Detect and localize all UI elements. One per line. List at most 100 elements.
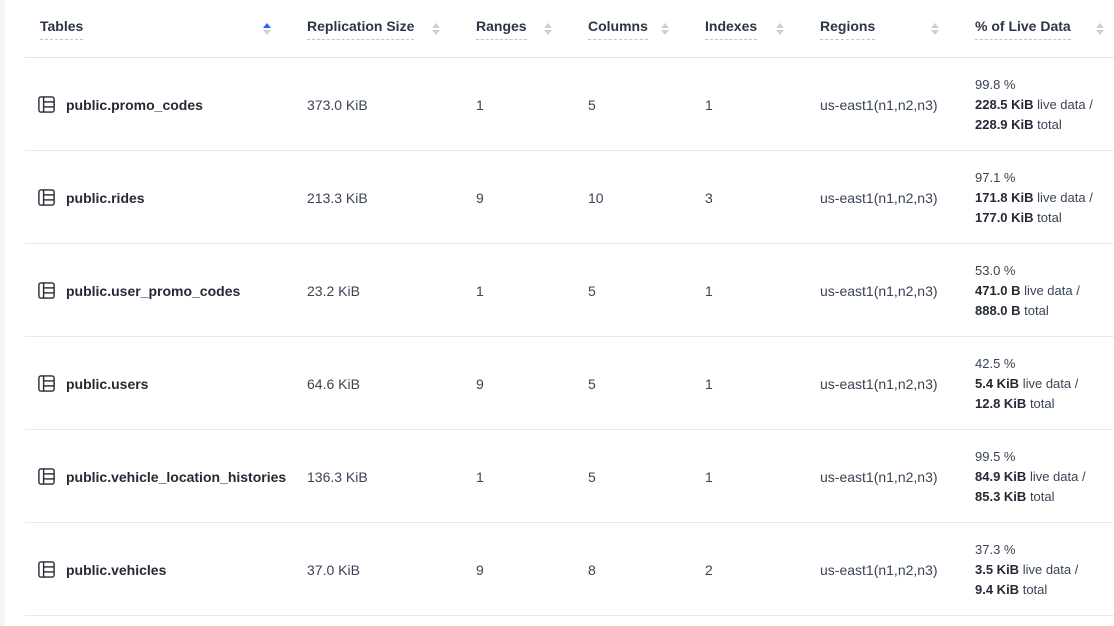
sort-arrows-icon[interactable] xyxy=(263,23,271,35)
table-name-link[interactable]: public.vehicle_location_histories xyxy=(66,468,287,485)
table-name-link[interactable]: public.rides xyxy=(66,189,145,206)
column-header-live-data[interactable]: % of Live Data xyxy=(975,0,1114,58)
sort-desc-icon xyxy=(776,30,784,35)
sort-desc-icon xyxy=(544,30,552,35)
live-data-cell: 99.5 % 84.9 KiB live data / 85.3 KiB tot… xyxy=(975,447,1114,507)
sort-arrows-icon[interactable] xyxy=(1096,23,1104,35)
table-icon xyxy=(38,96,55,113)
column-header-regions[interactable]: Regions xyxy=(820,0,975,58)
regions-cell: us-east1(n1,n2,n3) xyxy=(820,375,938,392)
sort-desc-icon xyxy=(432,30,440,35)
ranges-cell: 1 xyxy=(476,468,484,485)
column-header-ranges[interactable]: Ranges xyxy=(476,0,588,58)
tables-list-page: Tables Replication Size Ranges Columns I… xyxy=(5,0,1114,616)
column-header-label: Regions xyxy=(820,18,876,40)
live-data-size-line: 5.4 KiB live data / xyxy=(975,375,1079,391)
live-data-size-line: 171.8 KiB live data / xyxy=(975,189,1093,205)
replication-size-cell: 373.0 KiB xyxy=(307,96,368,113)
live-data-cell: 53.0 % 471.0 B live data / 888.0 B total xyxy=(975,261,1114,321)
regions-cell: us-east1(n1,n2,n3) xyxy=(820,468,938,485)
table-name-cell[interactable]: public.promo_codes xyxy=(5,96,307,113)
table-name-link[interactable]: public.user_promo_codes xyxy=(66,282,241,299)
live-data-size-line: 228.5 KiB live data / xyxy=(975,96,1093,112)
table-row[interactable]: public.rides 213.3 KiB 9 10 3 us-east1(n… xyxy=(5,151,1114,244)
live-data-percent: 99.5 % xyxy=(975,448,1016,464)
sort-arrows-icon[interactable] xyxy=(931,23,939,35)
columns-cell: 5 xyxy=(588,375,596,392)
total-size-line: 177.0 KiB total xyxy=(975,209,1062,225)
indexes-cell: 1 xyxy=(705,375,713,392)
table-icon xyxy=(38,561,55,578)
table-row[interactable]: public.users 64.6 KiB 9 5 1 us-east1(n1,… xyxy=(5,337,1114,430)
column-header-label: Ranges xyxy=(476,18,527,40)
table-icon xyxy=(38,282,55,299)
columns-cell: 5 xyxy=(588,468,596,485)
sort-asc-icon xyxy=(776,23,784,28)
table-name-cell[interactable]: public.rides xyxy=(5,189,307,206)
total-size-line: 9.4 KiB total xyxy=(975,581,1048,597)
table-name-link[interactable]: public.vehicles xyxy=(66,561,167,578)
live-data-percent: 53.0 % xyxy=(975,262,1016,278)
table-icon xyxy=(38,468,55,485)
replication-size-cell: 64.6 KiB xyxy=(307,375,360,392)
ranges-cell: 9 xyxy=(476,561,484,578)
total-size-line: 85.3 KiB total xyxy=(975,488,1055,504)
table-name-cell[interactable]: public.vehicle_location_histories xyxy=(5,468,307,485)
sort-desc-icon xyxy=(263,30,271,35)
sort-arrows-icon[interactable] xyxy=(432,23,440,35)
table-name-link[interactable]: public.promo_codes xyxy=(66,96,203,113)
replication-size-cell: 23.2 KiB xyxy=(307,282,360,299)
regions-cell: us-east1(n1,n2,n3) xyxy=(820,282,938,299)
column-header-label: Replication Size xyxy=(307,18,415,40)
live-data-cell: 99.8 % 228.5 KiB live data / 228.9 KiB t… xyxy=(975,75,1114,135)
ranges-cell: 1 xyxy=(476,282,484,299)
live-data-percent: 97.1 % xyxy=(975,169,1016,185)
regions-cell: us-east1(n1,n2,n3) xyxy=(820,189,938,206)
live-data-percent: 37.3 % xyxy=(975,541,1016,557)
indexes-cell: 1 xyxy=(705,282,713,299)
live-data-percent: 42.5 % xyxy=(975,355,1016,371)
sort-asc-icon xyxy=(544,23,552,28)
sort-desc-icon xyxy=(661,30,669,35)
sort-asc-icon xyxy=(1096,23,1104,28)
columns-cell: 8 xyxy=(588,561,596,578)
table-name-link[interactable]: public.users xyxy=(66,375,149,392)
sort-asc-icon xyxy=(432,23,440,28)
column-header-tables[interactable]: Tables xyxy=(5,0,307,58)
table-name-cell[interactable]: public.users xyxy=(5,375,307,392)
sort-arrows-icon[interactable] xyxy=(544,23,552,35)
live-data-size-line: 84.9 KiB live data / xyxy=(975,468,1086,484)
column-header-indexes[interactable]: Indexes xyxy=(705,0,820,58)
replication-size-cell: 37.0 KiB xyxy=(307,561,360,578)
live-data-size-line: 3.5 KiB live data / xyxy=(975,561,1079,577)
table-row[interactable]: public.vehicle_location_histories 136.3 … xyxy=(5,430,1114,523)
regions-cell: us-east1(n1,n2,n3) xyxy=(820,96,938,113)
regions-cell: us-east1(n1,n2,n3) xyxy=(820,561,938,578)
table-name-cell[interactable]: public.vehicles xyxy=(5,561,307,578)
ranges-cell: 1 xyxy=(476,96,484,113)
indexes-cell: 2 xyxy=(705,561,713,578)
column-header-columns[interactable]: Columns xyxy=(588,0,705,58)
page-edge-strip xyxy=(0,0,5,626)
sort-arrows-icon[interactable] xyxy=(661,23,669,35)
table-name-cell[interactable]: public.user_promo_codes xyxy=(5,282,307,299)
table-row[interactable]: public.vehicles 37.0 KiB 9 8 2 us-east1(… xyxy=(5,523,1114,616)
sort-arrows-icon[interactable] xyxy=(776,23,784,35)
total-size-line: 228.9 KiB total xyxy=(975,116,1062,132)
table-icon xyxy=(38,375,55,392)
table-header-row: Tables Replication Size Ranges Columns I… xyxy=(5,0,1114,58)
columns-cell: 10 xyxy=(588,189,604,206)
table-row[interactable]: public.user_promo_codes 23.2 KiB 1 5 1 u… xyxy=(5,244,1114,337)
live-data-cell: 37.3 % 3.5 KiB live data / 9.4 KiB total xyxy=(975,540,1114,600)
columns-cell: 5 xyxy=(588,282,596,299)
table-row[interactable]: public.promo_codes 373.0 KiB 1 5 1 us-ea… xyxy=(5,58,1114,151)
sort-asc-icon xyxy=(263,23,271,28)
replication-size-cell: 136.3 KiB xyxy=(307,468,368,485)
column-header-replication-size[interactable]: Replication Size xyxy=(307,0,476,58)
column-header-label: Tables xyxy=(40,18,84,40)
ranges-cell: 9 xyxy=(476,189,484,206)
indexes-cell: 3 xyxy=(705,189,713,206)
live-data-percent: 99.8 % xyxy=(975,76,1016,92)
indexes-cell: 1 xyxy=(705,96,713,113)
live-data-size-line: 471.0 B live data / xyxy=(975,282,1080,298)
